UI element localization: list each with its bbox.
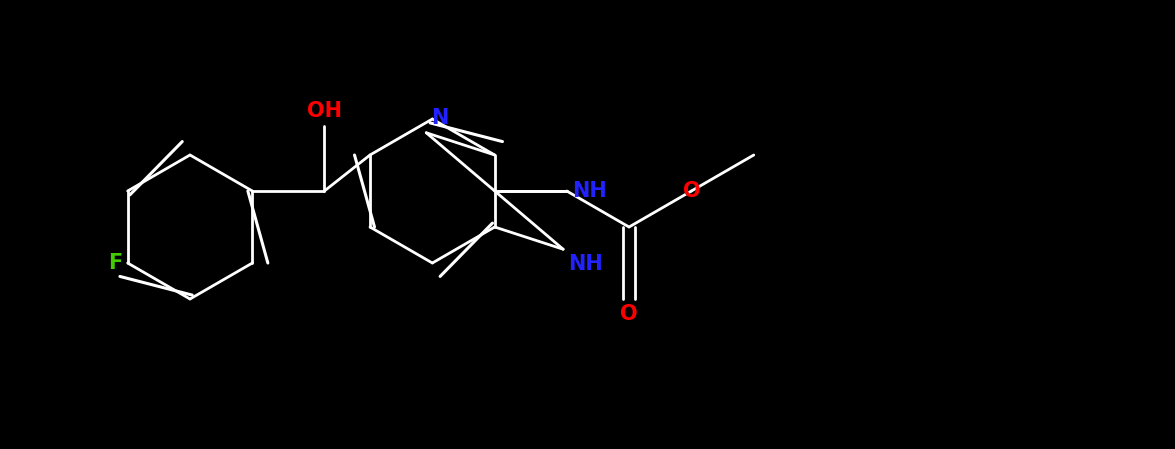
Text: O: O	[620, 304, 638, 324]
Text: N: N	[431, 108, 449, 128]
Text: O: O	[683, 181, 700, 201]
Text: F: F	[108, 253, 122, 273]
Text: NH: NH	[572, 181, 606, 201]
Text: OH: OH	[307, 101, 342, 121]
Text: NH: NH	[569, 254, 603, 274]
